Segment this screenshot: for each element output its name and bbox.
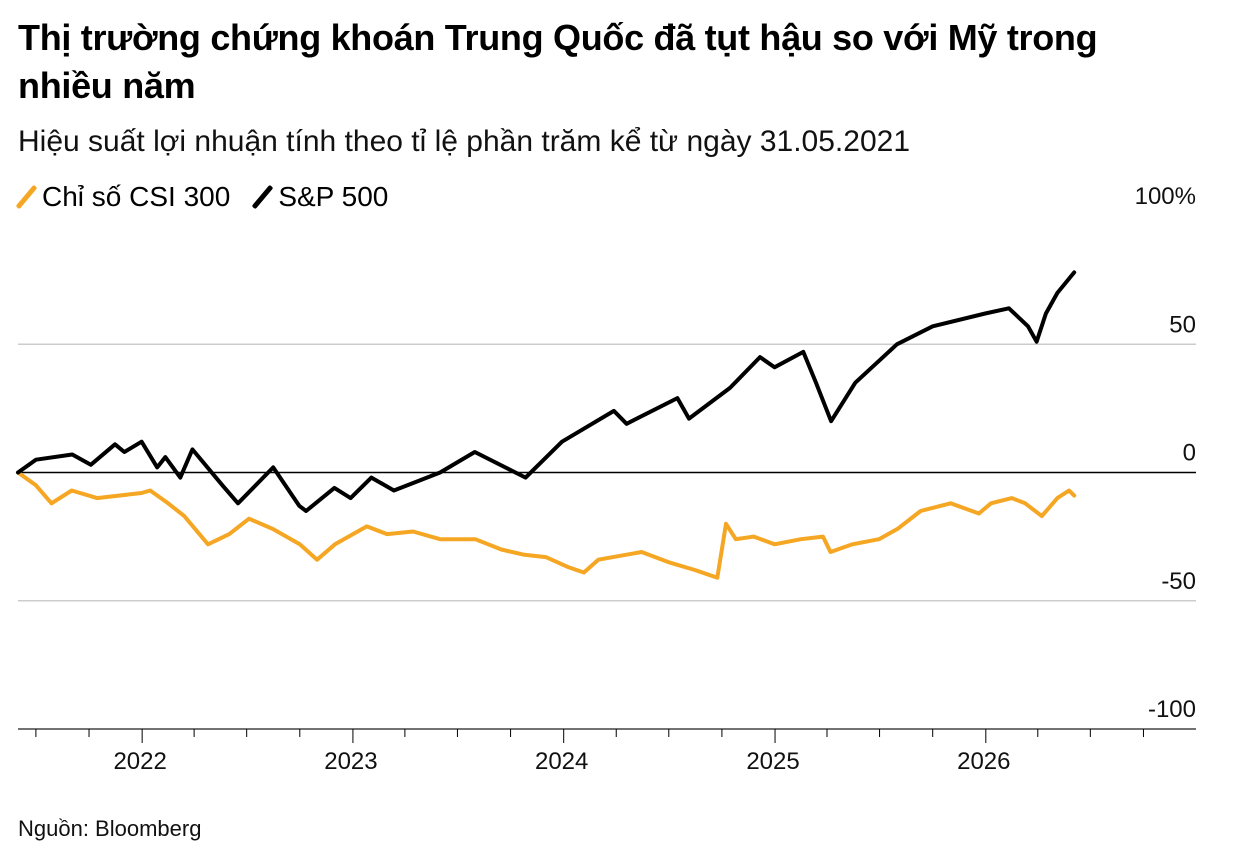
series-line-csi300	[16, 470, 1077, 580]
y-tick-label: -100	[1148, 696, 1196, 723]
gridlines	[18, 343, 1196, 730]
y-tick-label: -50	[1161, 568, 1196, 595]
x-tick-label: 2023	[324, 748, 377, 775]
legend-label-csi300: Chỉ số CSI 300	[42, 181, 231, 212]
legend-item-sp500: S&P 500	[254, 181, 388, 213]
legend: Chỉ số CSI 300 S&P 500	[18, 180, 388, 214]
chart-subtitle: Hiệu suất lợi nhuận tính theo tỉ lệ phần…	[18, 125, 911, 158]
chart-title: Thị trường chứng khoán Trung Quốc đã tụt…	[18, 17, 1098, 106]
series-lines	[16, 270, 1077, 580]
y-tick-label: 50	[1169, 311, 1196, 338]
y-tick-label: 0	[1183, 440, 1196, 467]
x-tick-label: 2024	[535, 748, 588, 775]
source-note: Nguồn: Bloomberg	[18, 816, 202, 841]
legend-label-sp500: S&P 500	[278, 181, 389, 212]
y-tick-label: 100%	[1135, 183, 1196, 210]
legend-item-csi300: Chỉ số CSI 300	[18, 181, 230, 213]
series-line-sp500	[16, 270, 1077, 513]
x-tick-label: 2026	[957, 748, 1010, 775]
y-tick-labels: 100% 50 0 -50 -100	[1135, 183, 1196, 723]
x-tick-label: 2025	[746, 748, 799, 775]
x-tick-label: 2022	[113, 748, 166, 775]
x-axis: 2022 2023 2024 2025 2026	[18, 728, 1196, 775]
